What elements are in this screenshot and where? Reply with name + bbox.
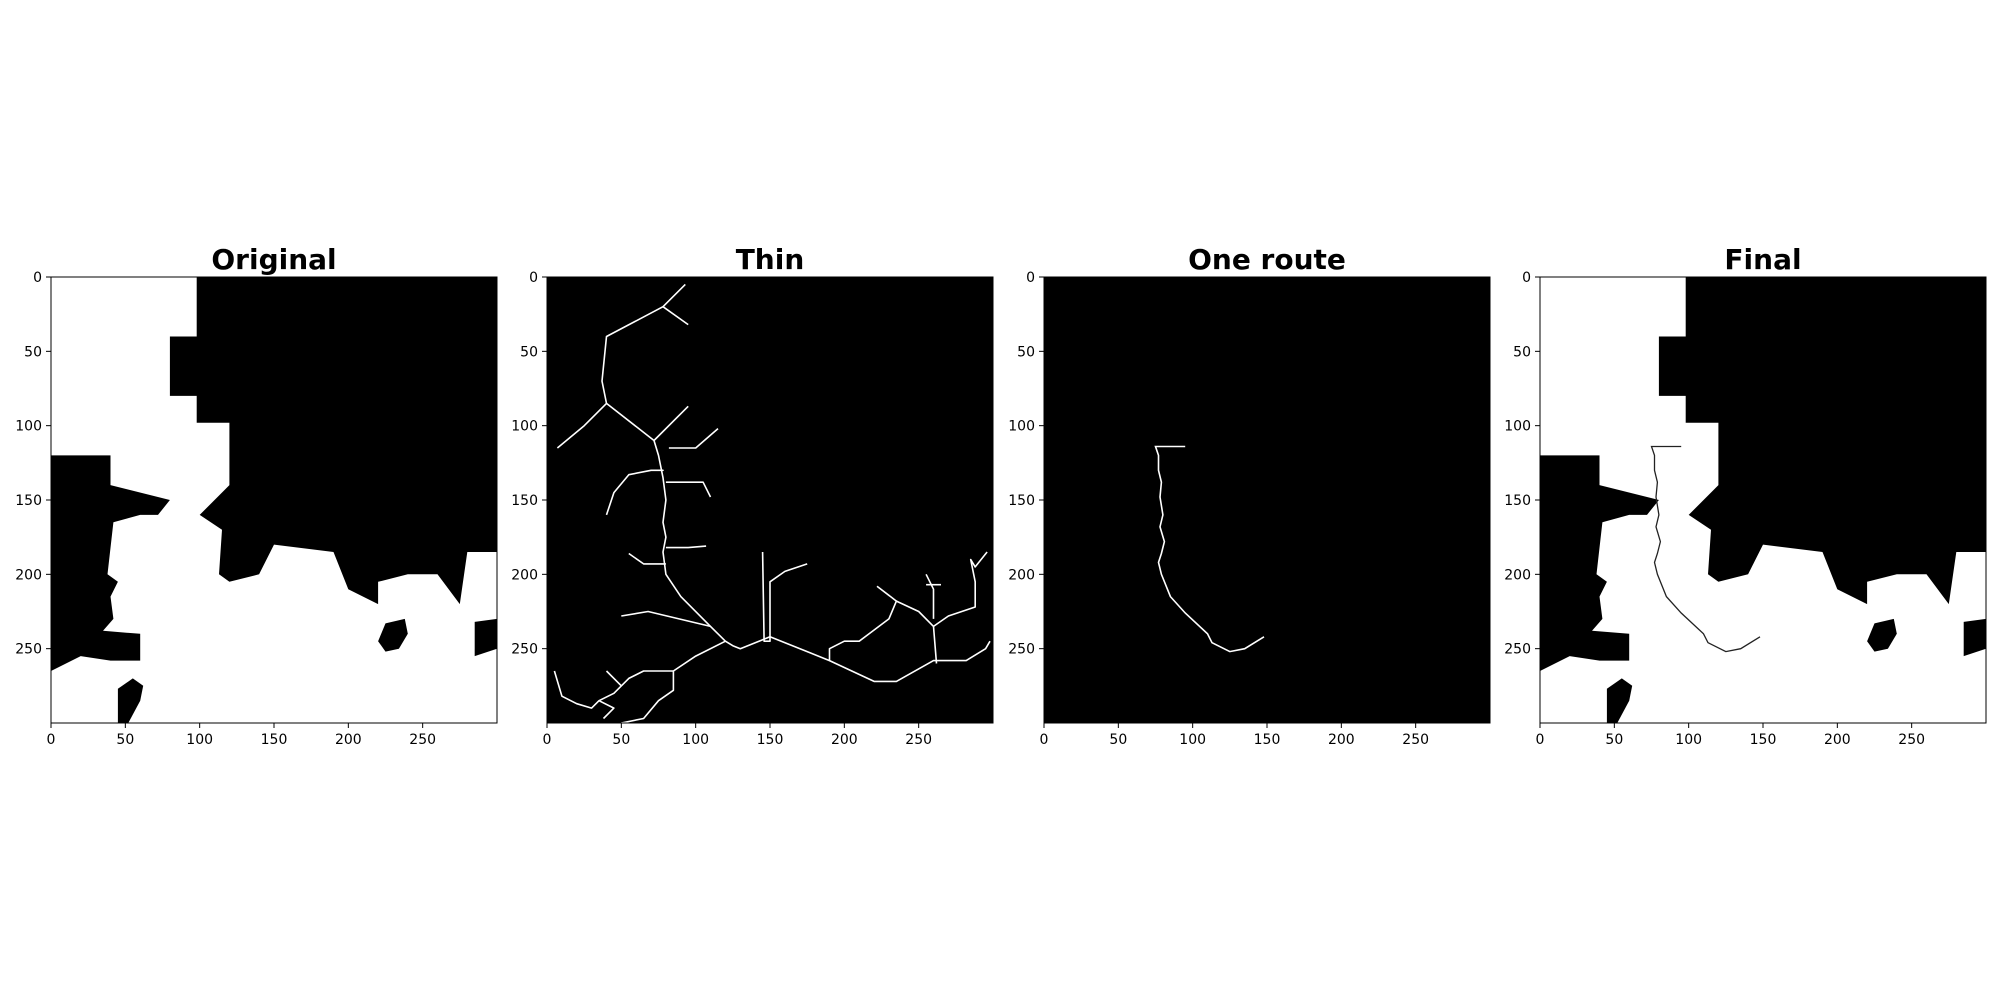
- x-tick-label: 200: [831, 732, 858, 748]
- white-region: [51, 277, 497, 723]
- x-tick-label: 200: [335, 732, 362, 748]
- x-tick-label: 250: [905, 732, 932, 748]
- y-tick-label: 50: [24, 344, 42, 360]
- black-island: [1606, 678, 1633, 723]
- skeleton-line: [668, 427, 719, 449]
- x-tick-label: 250: [1402, 732, 1429, 748]
- panel-title: One route: [1188, 243, 1346, 276]
- x-tick-label: 100: [1179, 732, 1206, 748]
- skeleton-line: [925, 573, 935, 619]
- y-tick-label: 100: [1008, 419, 1035, 435]
- panel-title: Thin: [736, 243, 805, 276]
- panel-3: One route 0 50 100 150 200 250 0 50 100 150 200 250: [1008, 243, 1491, 748]
- white-region: [1540, 277, 1986, 723]
- x-tick-label: 150: [1254, 732, 1281, 748]
- black-island: [474, 618, 497, 657]
- skeleton-line: [598, 699, 615, 720]
- skeleton-line: [621, 671, 675, 723]
- y-tick-label: 100: [15, 419, 42, 435]
- image-area: [1540, 277, 1986, 723]
- x-tick-label: 0: [1536, 732, 1545, 748]
- y-tick-label: 0: [529, 270, 538, 286]
- panel-4: Final 0 50 100 150 200 250 0 50 100 150 200 250: [1504, 243, 1987, 748]
- black-island: [1963, 618, 1986, 657]
- y-tick-label: 150: [1504, 493, 1531, 509]
- skeleton-line: [876, 585, 897, 602]
- skeleton-line: [761, 551, 808, 642]
- x-tick-label: 250: [1898, 732, 1925, 748]
- x-tick-label: 50: [1109, 732, 1127, 748]
- panel-title: Final: [1724, 243, 1801, 276]
- x-tick-label: 0: [1040, 732, 1049, 748]
- x-tick-label: 50: [116, 732, 134, 748]
- black-island: [378, 618, 408, 652]
- route-line: [1154, 445, 1265, 653]
- y-tick-label: 250: [511, 642, 538, 658]
- skeleton-line: [621, 610, 711, 628]
- x-tick-label: 0: [47, 732, 56, 748]
- x-tick-label: 150: [1750, 732, 1777, 748]
- x-tick-label: 200: [1328, 732, 1355, 748]
- skeleton-line: [628, 552, 666, 565]
- y-tick-label: 200: [511, 567, 538, 583]
- y-tick-label: 50: [1017, 344, 1035, 360]
- x-tick-label: 150: [757, 732, 784, 748]
- panel-2: Thin 0 50 100 150 200 250 0 50 100 150 200 250: [511, 243, 994, 748]
- skeleton-line: [605, 670, 622, 687]
- y-tick-label: 200: [1008, 567, 1035, 583]
- x-tick-label: 50: [1605, 732, 1623, 748]
- skeleton-line: [933, 551, 988, 628]
- panel-title: Original: [211, 243, 336, 276]
- y-tick-label: 200: [15, 567, 42, 583]
- skeleton-line: [665, 545, 707, 549]
- background-black: [547, 277, 993, 723]
- x-tick-label: 250: [409, 732, 436, 748]
- y-tick-label: 250: [1504, 642, 1531, 658]
- skeleton-line: [553, 640, 726, 709]
- skeleton-line: [605, 469, 664, 516]
- black-island: [117, 678, 144, 723]
- skeleton-line: [556, 402, 608, 449]
- x-tick-label: 100: [682, 732, 709, 748]
- x-tick-label: 100: [1675, 732, 1702, 748]
- y-tick-label: 50: [520, 344, 538, 360]
- image-area: [1044, 277, 1490, 723]
- image-area: [547, 277, 993, 723]
- y-tick-label: 50: [1513, 344, 1531, 360]
- y-tick-label: 0: [1026, 270, 1035, 286]
- skeleton-line: [653, 405, 689, 442]
- route-overlay: [1650, 445, 1761, 653]
- x-tick-label: 0: [543, 732, 552, 748]
- x-tick-label: 50: [612, 732, 630, 748]
- x-tick-label: 100: [186, 732, 213, 748]
- y-tick-label: 0: [1522, 270, 1531, 286]
- y-tick-label: 150: [15, 493, 42, 509]
- image-area: [51, 277, 497, 723]
- y-tick-label: 250: [15, 642, 42, 658]
- y-tick-label: 200: [1504, 567, 1531, 583]
- skeleton-line: [601, 283, 991, 683]
- skeleton-line: [662, 306, 689, 326]
- panel-1: Original 0 50 100 150 200 250 0 50 100 150 200 250: [15, 243, 498, 748]
- y-tick-label: 250: [1008, 642, 1035, 658]
- y-tick-label: 150: [511, 493, 538, 509]
- y-tick-label: 100: [511, 419, 538, 435]
- y-tick-label: 100: [1504, 419, 1531, 435]
- black-island: [1867, 618, 1897, 652]
- y-tick-label: 0: [33, 270, 42, 286]
- y-tick-label: 150: [1008, 493, 1035, 509]
- background-black: [1044, 277, 1490, 723]
- skeleton-line: [665, 481, 712, 498]
- x-tick-label: 150: [261, 732, 288, 748]
- x-tick-label: 200: [1824, 732, 1851, 748]
- skeleton-line: [828, 600, 938, 664]
